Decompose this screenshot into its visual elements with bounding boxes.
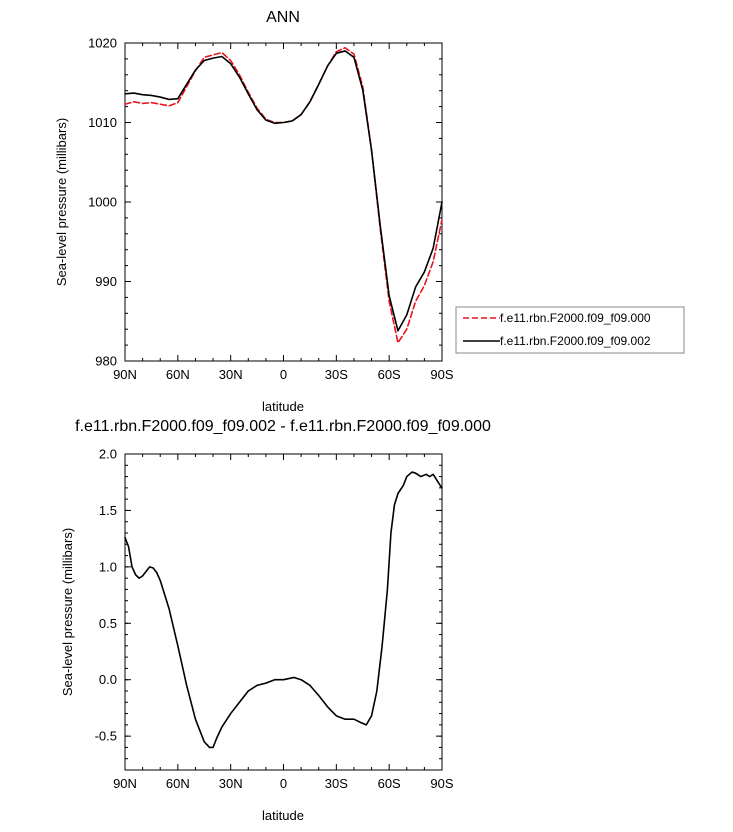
top-y-tick-label: 990 [95,274,117,289]
bottom-x-tick-label: 30N [219,776,243,791]
top-y-tick-label: 1010 [88,115,117,130]
legend-box [455,306,685,354]
top-x-tick-label: 60N [166,367,190,382]
top-y-tick-label: 1000 [88,195,117,210]
top-plot-frame [124,42,443,362]
legend: f.e11.rbn.F2000.f09_f09.000 f.e11.rbn.F2… [455,306,685,354]
bottom-x-tick-label: 30S [325,776,348,791]
bottom-y-tick-label: 0.5 [99,616,117,631]
top-x-tick-label: 30S [325,367,348,382]
bottom-y-tick-label: 1.5 [99,503,117,518]
top-x-tick-label: 0 [280,367,287,382]
top-plot-area: 90N 60N 30N 0 30S 60S 90S 980 990 1000 1010 1020 [88,36,454,383]
top-y-tick-label: 1020 [88,36,117,51]
bottom-plot-area: 90N 60N 30N 0 30S 60S 90S -0.5 0.0 0.5 1.0 1.5 2.0 [95,447,454,792]
top-x-tick-label: 60S [378,367,401,382]
bottom-x-tick-label: 90S [430,776,453,791]
top-y-tick-label: 980 [95,354,117,369]
top-panel: ANN Sea-level pressure (millibars) latit… [54,9,685,414]
bottom-series-line-0 [124,471,443,749]
top-chart-ylabel: Sea-level pressure (millibars) [54,118,69,286]
bottom-x-tick-label: 0 [280,776,287,791]
top-x-tick-label: 90S [430,367,453,382]
top-series-line-0 [124,46,443,344]
top-chart-xlabel: latitude [262,399,304,414]
bottom-x-tick-label: 60S [378,776,401,791]
top-x-tick-label: 90N [113,367,137,382]
top-chart-title: ANN [266,9,300,26]
legend-label-series-0: f.e11.rbn.F2000.f09_f09.000 [500,311,651,325]
top-series-line-1 [124,50,443,332]
legend-label-series-1: f.e11.rbn.F2000.f09_f09.002 [500,334,651,348]
bottom-x-tick-label: 60N [166,776,190,791]
bottom-plot-frame [124,453,443,771]
bottom-y-tick-label: 0.0 [99,672,117,687]
bottom-panel: f.e11.rbn.F2000.f09_f09.002 - f.e11.rbn.… [60,418,491,823]
bottom-chart-ylabel: Sea-level pressure (millibars) [60,528,75,696]
top-x-tick-label: 30N [219,367,243,382]
bottom-chart-xlabel: latitude [262,808,304,823]
bottom-y-tick-label: 1.0 [99,559,117,574]
bottom-y-tick-label: 2.0 [99,447,117,462]
bottom-y-tick-label: -0.5 [95,729,117,744]
bottom-x-tick-label: 90N [113,776,137,791]
bottom-chart-title: f.e11.rbn.F2000.f09_f09.002 - f.e11.rbn.… [75,418,491,435]
